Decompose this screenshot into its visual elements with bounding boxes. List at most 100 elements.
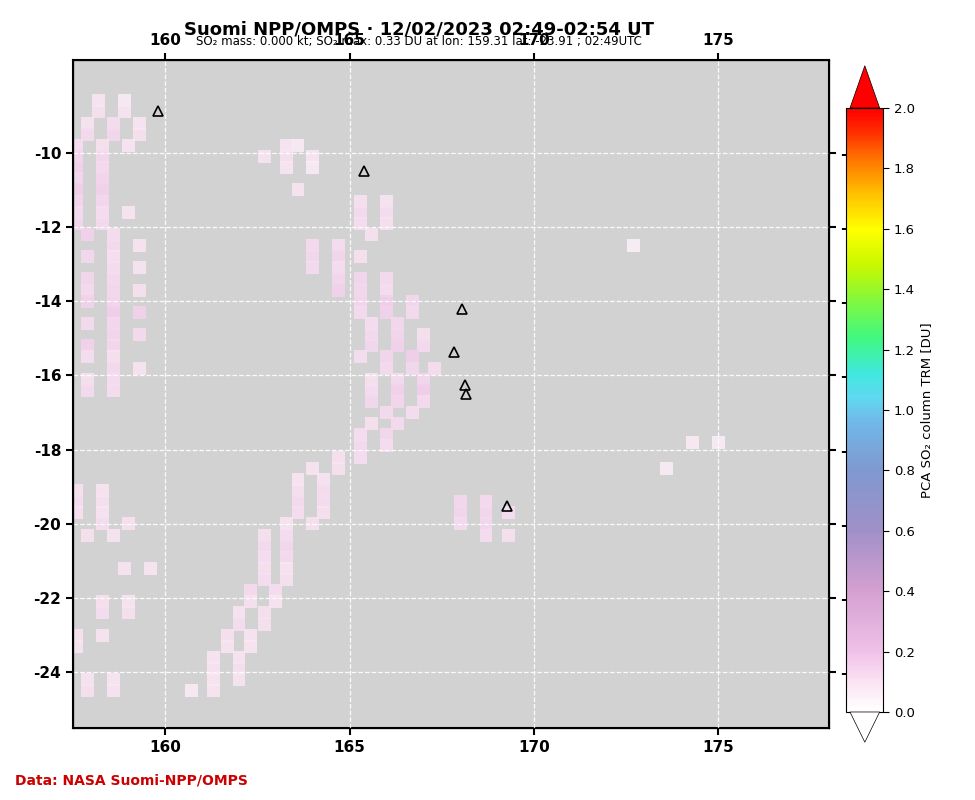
Bar: [366, 328, 378, 341]
Bar: [480, 529, 492, 542]
Bar: [133, 306, 146, 319]
Bar: [244, 629, 256, 642]
Bar: [292, 183, 304, 196]
Bar: [258, 150, 271, 163]
Bar: [70, 206, 83, 218]
Bar: [118, 562, 132, 575]
Bar: [317, 473, 331, 486]
Bar: [366, 339, 378, 352]
Bar: [221, 640, 234, 653]
Bar: [686, 436, 699, 449]
Bar: [453, 518, 467, 530]
Bar: [281, 573, 293, 586]
Bar: [480, 518, 492, 530]
Bar: [292, 473, 304, 486]
Bar: [391, 395, 404, 408]
Bar: [70, 640, 83, 653]
Bar: [366, 317, 378, 330]
Bar: [366, 395, 378, 408]
Bar: [82, 339, 95, 352]
Bar: [70, 506, 83, 519]
Bar: [366, 373, 378, 386]
Bar: [118, 106, 132, 118]
Bar: [317, 484, 331, 497]
Bar: [97, 629, 109, 642]
Bar: [406, 294, 418, 308]
Bar: [712, 436, 724, 449]
Text: SO₂ mass: 0.000 kt; SO₂ max: 0.33 DU at lon: 159.31 lat: -23.91 ; 02:49UTC: SO₂ mass: 0.000 kt; SO₂ max: 0.33 DU at …: [196, 35, 643, 48]
Bar: [107, 306, 120, 319]
Bar: [184, 684, 198, 698]
Bar: [306, 239, 319, 252]
Bar: [354, 428, 367, 442]
Bar: [97, 495, 109, 508]
Bar: [118, 94, 132, 107]
Bar: [354, 306, 367, 319]
Bar: [660, 462, 673, 474]
Bar: [97, 183, 109, 196]
Bar: [332, 250, 345, 263]
Bar: [366, 417, 378, 430]
Bar: [93, 106, 105, 118]
Bar: [292, 506, 304, 519]
Bar: [97, 506, 109, 519]
Bar: [380, 273, 393, 286]
Bar: [258, 618, 271, 630]
Bar: [258, 562, 271, 575]
Bar: [317, 506, 331, 519]
Bar: [406, 362, 418, 374]
Bar: [133, 262, 146, 274]
Polygon shape: [850, 66, 879, 108]
Bar: [70, 139, 83, 152]
Bar: [233, 674, 246, 686]
Bar: [306, 161, 319, 174]
Bar: [391, 328, 404, 341]
Bar: [107, 674, 120, 686]
Bar: [97, 206, 109, 218]
Bar: [391, 384, 404, 397]
Bar: [281, 518, 293, 530]
Bar: [391, 373, 404, 386]
Bar: [133, 283, 146, 297]
Bar: [281, 550, 293, 564]
Bar: [332, 239, 345, 252]
Bar: [292, 495, 304, 508]
Bar: [70, 172, 83, 186]
Bar: [133, 128, 146, 141]
Bar: [144, 562, 157, 575]
Bar: [306, 250, 319, 263]
Bar: [258, 550, 271, 564]
Bar: [380, 217, 393, 230]
Bar: [281, 139, 293, 152]
Bar: [207, 684, 219, 698]
Bar: [380, 194, 393, 207]
Bar: [207, 674, 219, 686]
Bar: [292, 484, 304, 497]
Bar: [317, 495, 331, 508]
Bar: [97, 172, 109, 186]
Bar: [122, 595, 135, 608]
Bar: [258, 606, 271, 619]
Bar: [233, 618, 246, 630]
Bar: [82, 283, 95, 297]
Bar: [70, 194, 83, 207]
Bar: [107, 384, 120, 397]
Bar: [233, 662, 246, 675]
Bar: [281, 540, 293, 553]
Bar: [281, 562, 293, 575]
Bar: [332, 273, 345, 286]
Bar: [122, 139, 135, 152]
Polygon shape: [850, 712, 879, 742]
Bar: [82, 250, 95, 263]
Bar: [258, 540, 271, 553]
Bar: [306, 150, 319, 163]
Bar: [97, 595, 109, 608]
Bar: [107, 339, 120, 352]
Bar: [107, 283, 120, 297]
Bar: [82, 350, 95, 363]
Bar: [133, 239, 146, 252]
Bar: [406, 350, 418, 363]
Y-axis label: PCA SO₂ column TRM [DU]: PCA SO₂ column TRM [DU]: [920, 322, 933, 498]
Bar: [306, 462, 319, 474]
Bar: [306, 262, 319, 274]
